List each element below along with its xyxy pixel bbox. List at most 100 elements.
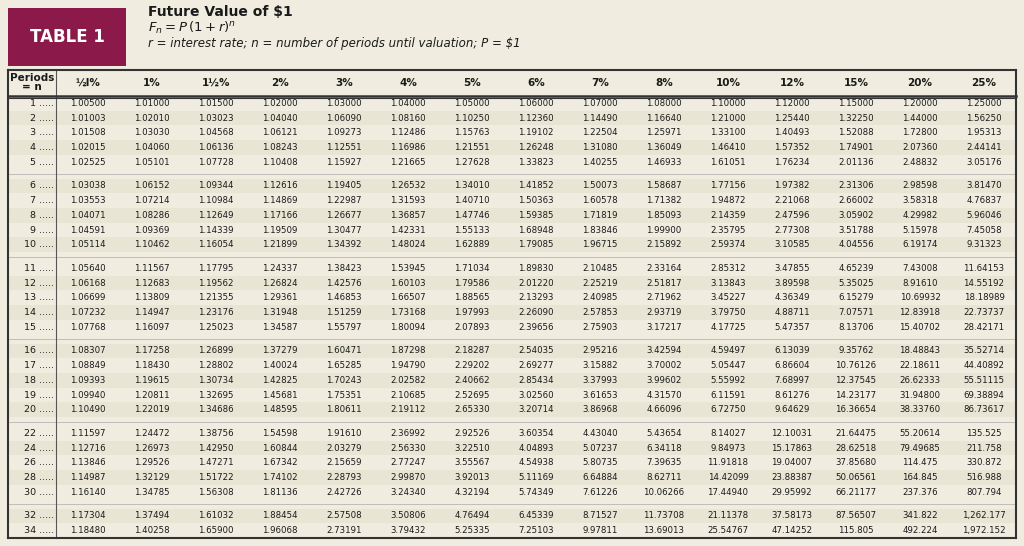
Text: 16.36654: 16.36654: [836, 405, 877, 414]
Text: 1.06121: 1.06121: [262, 128, 298, 138]
Bar: [8, 70, 1016, 538]
Bar: [8, 208, 1016, 223]
Text: 1.29361: 1.29361: [262, 293, 298, 302]
Text: 2.85312: 2.85312: [711, 264, 745, 273]
Text: 5%: 5%: [463, 78, 481, 88]
Text: 1.09369: 1.09369: [134, 225, 170, 235]
Text: 1.65285: 1.65285: [327, 361, 361, 370]
Text: 2.54035: 2.54035: [518, 346, 554, 355]
Text: 1.56250: 1.56250: [967, 114, 1001, 123]
Text: $F_n = P\,(1 + r)^n$: $F_n = P\,(1 + r)^n$: [148, 20, 237, 36]
Text: 1.05101: 1.05101: [134, 158, 170, 167]
Text: 79.49685: 79.49685: [899, 444, 940, 453]
Text: 8%: 8%: [655, 78, 673, 88]
Text: 1.10490: 1.10490: [71, 405, 105, 414]
Text: 1.17258: 1.17258: [134, 346, 170, 355]
Text: 1.56308: 1.56308: [199, 488, 233, 497]
Text: 4.32194: 4.32194: [455, 488, 489, 497]
Text: 1.10984: 1.10984: [199, 196, 233, 205]
Text: 1.07728: 1.07728: [199, 158, 233, 167]
Text: 1.01003: 1.01003: [71, 114, 105, 123]
Text: 5.55992: 5.55992: [711, 376, 745, 385]
Text: 20%: 20%: [907, 78, 933, 88]
Bar: [8, 238, 1016, 252]
Text: 1.50073: 1.50073: [583, 181, 617, 191]
Text: 6.64884: 6.64884: [583, 473, 617, 482]
Text: 1.21000: 1.21000: [711, 114, 745, 123]
Text: 1.09273: 1.09273: [327, 128, 361, 138]
Text: 2.65330: 2.65330: [455, 405, 489, 414]
Text: 1.12616: 1.12616: [262, 181, 298, 191]
Text: 1.81136: 1.81136: [262, 488, 298, 497]
Text: 1.38423: 1.38423: [327, 264, 361, 273]
Bar: [8, 290, 1016, 305]
Text: 12.37545: 12.37545: [836, 376, 877, 385]
Text: 1.25000: 1.25000: [967, 99, 1001, 108]
Text: 3.42594: 3.42594: [646, 346, 682, 355]
Text: 2.75903: 2.75903: [583, 323, 617, 332]
Text: 341.822: 341.822: [902, 512, 938, 520]
Text: 237.376: 237.376: [902, 488, 938, 497]
Bar: [8, 193, 1016, 208]
Text: 1.11567: 1.11567: [134, 264, 170, 273]
Text: 1.15927: 1.15927: [327, 158, 361, 167]
Text: 17 .....: 17 .....: [24, 361, 54, 370]
Text: 1.15763: 1.15763: [455, 128, 489, 138]
Text: 25.54767: 25.54767: [708, 526, 749, 535]
Text: 1.46853: 1.46853: [327, 293, 361, 302]
Text: 2.93719: 2.93719: [646, 308, 682, 317]
Bar: [8, 343, 1016, 358]
Bar: [8, 223, 1016, 238]
Text: 807.794: 807.794: [967, 488, 1001, 497]
Text: 37.85680: 37.85680: [836, 458, 877, 467]
Text: 1.08160: 1.08160: [390, 114, 426, 123]
Text: 8.62711: 8.62711: [646, 473, 682, 482]
Text: 1.34785: 1.34785: [134, 488, 170, 497]
Text: 1.08000: 1.08000: [646, 99, 682, 108]
Text: 4.88711: 4.88711: [774, 308, 810, 317]
Text: 3.20714: 3.20714: [518, 405, 554, 414]
Text: 5.15978: 5.15978: [902, 225, 938, 235]
Text: 7.43008: 7.43008: [902, 264, 938, 273]
Text: 6%: 6%: [527, 78, 545, 88]
Text: 1.29526: 1.29526: [134, 458, 170, 467]
Text: 1.12716: 1.12716: [71, 444, 105, 453]
Text: 28 .....: 28 .....: [24, 473, 54, 482]
Text: 1.10000: 1.10000: [711, 99, 745, 108]
Text: 8.61276: 8.61276: [774, 390, 810, 400]
Text: 1.06699: 1.06699: [71, 293, 105, 302]
Text: 1.26973: 1.26973: [134, 444, 170, 453]
Text: 47.14252: 47.14252: [771, 526, 813, 535]
Bar: [8, 155, 1016, 170]
Text: 1.26677: 1.26677: [327, 211, 361, 220]
Text: 1.76234: 1.76234: [774, 158, 810, 167]
Text: 1.94872: 1.94872: [711, 196, 745, 205]
Text: 5.07237: 5.07237: [583, 444, 617, 453]
Text: ½l%: ½l%: [76, 78, 100, 88]
Text: 2.57508: 2.57508: [327, 512, 361, 520]
Text: 2.01220: 2.01220: [518, 278, 554, 288]
Text: 1.18480: 1.18480: [71, 526, 105, 535]
Text: 2.77308: 2.77308: [774, 225, 810, 235]
Text: Future Value of $1: Future Value of $1: [148, 5, 293, 19]
Bar: [8, 470, 1016, 485]
Text: 1.26899: 1.26899: [199, 346, 233, 355]
Text: 1.83846: 1.83846: [583, 225, 617, 235]
Text: 2.56330: 2.56330: [390, 444, 426, 453]
Text: 1.14987: 1.14987: [71, 473, 105, 482]
Text: 1.33100: 1.33100: [711, 128, 745, 138]
Text: 2.07360: 2.07360: [902, 143, 938, 152]
Text: 1.12649: 1.12649: [199, 211, 233, 220]
Text: 9.31323: 9.31323: [967, 240, 1001, 250]
Text: 2.57853: 2.57853: [583, 308, 617, 317]
Text: 5.05447: 5.05447: [711, 361, 745, 370]
Bar: [8, 523, 1016, 538]
Text: 1.07214: 1.07214: [134, 196, 170, 205]
Text: 1.48024: 1.48024: [390, 240, 426, 250]
Text: 3 .....: 3 .....: [30, 128, 54, 138]
Text: 1.14947: 1.14947: [134, 308, 170, 317]
Text: 2.19112: 2.19112: [390, 405, 426, 414]
Text: 2.26090: 2.26090: [518, 308, 554, 317]
Text: 1.14339: 1.14339: [199, 225, 233, 235]
Text: 1.21665: 1.21665: [390, 158, 426, 167]
